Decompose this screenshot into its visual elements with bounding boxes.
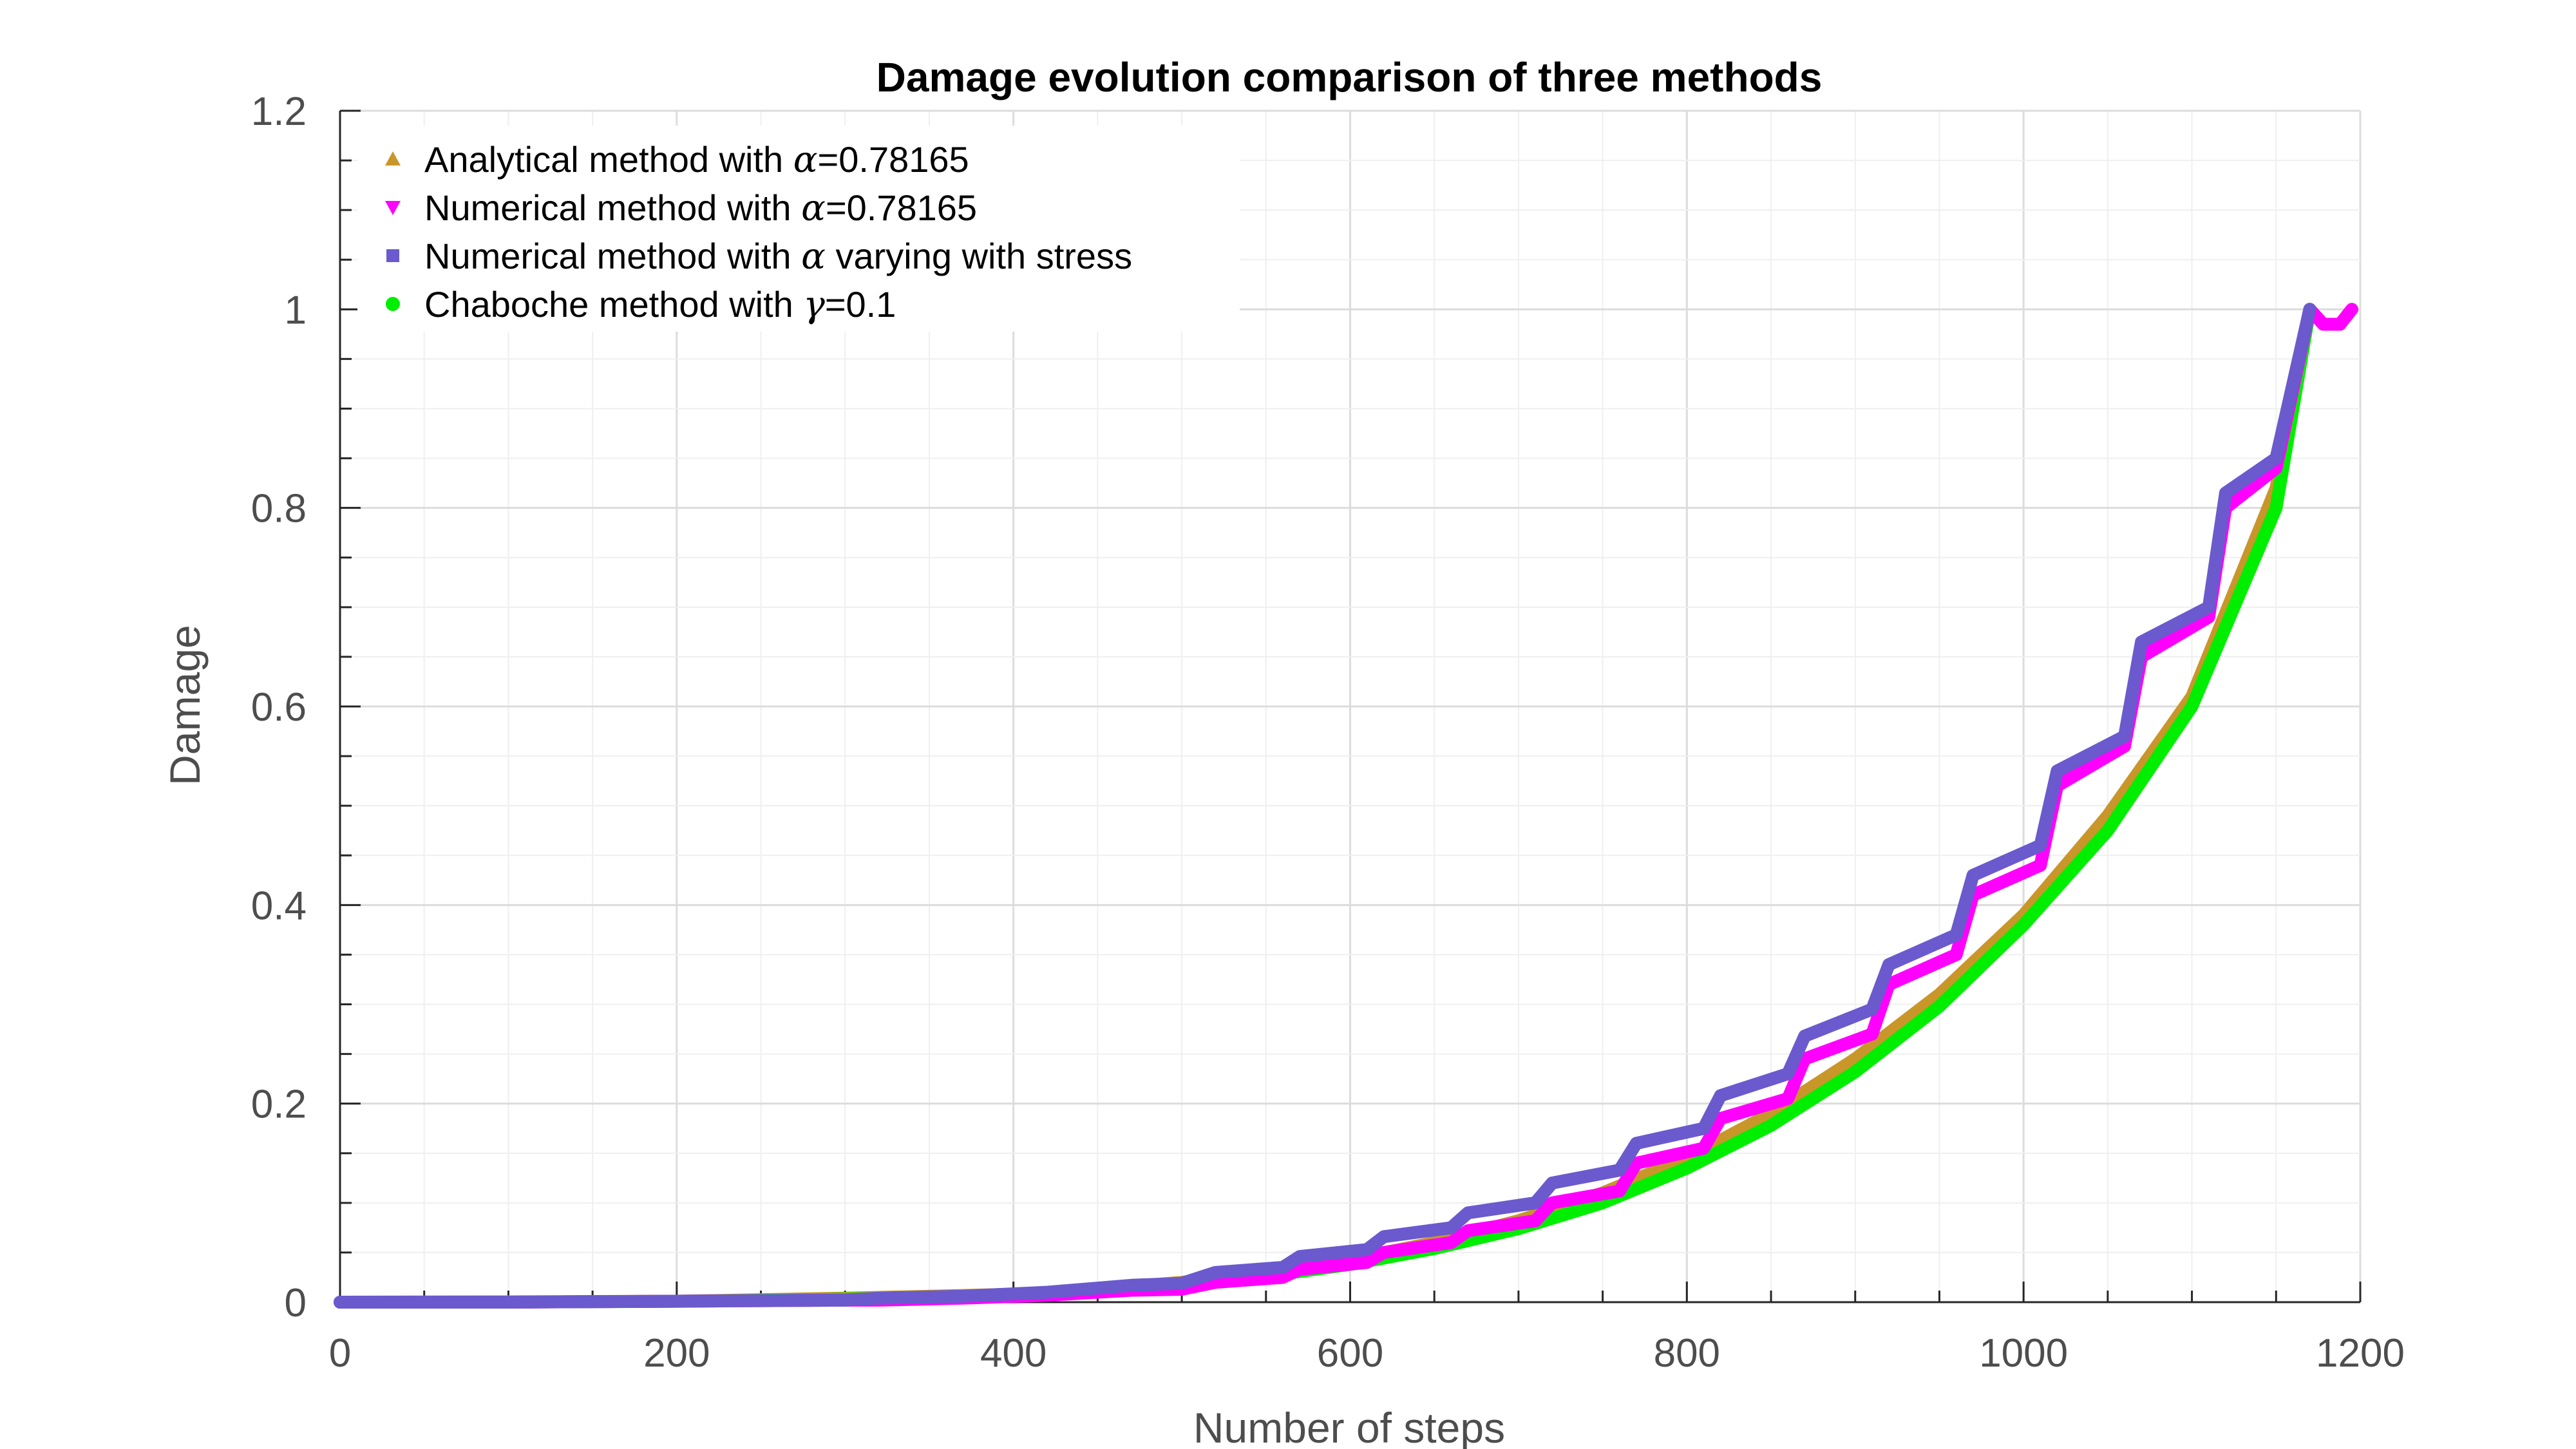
legend-text-suffix: =0.1 [825, 284, 896, 325]
legend-box [357, 126, 1240, 332]
x-tick-label: 1000 [1979, 1331, 2068, 1376]
x-tick-label: 600 [1317, 1331, 1383, 1376]
y-axis-label: Damage [161, 625, 209, 785]
legend-text-prefix: Chaboche method with [424, 284, 803, 325]
legend-entry-2: Numerical method with α varying with str… [424, 236, 1132, 278]
legend-text-prefix: Numerical method with [424, 236, 801, 276]
x-tick-label: 0 [329, 1331, 351, 1376]
legend-entry-0: Analytical method with α=0.78165 [424, 139, 969, 181]
ticks: 0 200 400 600 800 1000 1200 0 0.2 0.4 0.6 0.8 1 1.2 [251, 90, 2405, 1376]
series-line-2 [334, 303, 2316, 1309]
series-layer [334, 303, 2358, 1309]
legend-marker-circle [386, 297, 400, 311]
y-tick-label: 0.6 [251, 685, 307, 730]
y-tick-label: 1.2 [251, 90, 307, 134]
y-tick-label: 1 [285, 288, 307, 332]
legend-text-symbol: α [801, 236, 826, 278]
x-tick-label: 800 [1654, 1331, 1720, 1376]
legend-text-prefix: Analytical method with [424, 139, 793, 180]
x-axis-label: Number of steps [1193, 1404, 1505, 1449]
legend-entry-3: Chaboche method with γ=0.1 [424, 284, 896, 326]
legend: Analytical method with α=0.78165Numerica… [357, 126, 1240, 332]
legend-text-suffix: =0.78165 [818, 139, 969, 180]
legend-text-suffix: =0.78165 [826, 187, 977, 228]
legend-text-symbol: α [801, 187, 826, 229]
legend-entry-1: Numerical method with α=0.78165 [424, 187, 977, 229]
y-tick-label: 0 [285, 1281, 307, 1325]
x-tick-label: 1200 [2316, 1331, 2405, 1376]
legend-text-symbol: α [793, 139, 818, 181]
x-tick-label: 200 [643, 1331, 710, 1376]
chart-title: Damage evolution comparison of three met… [876, 54, 1823, 100]
legend-text-symbol: γ [803, 284, 825, 326]
y-tick-label: 0.4 [251, 884, 307, 928]
legend-marker-triangle-down [385, 201, 401, 215]
legend-marker-square [386, 249, 399, 262]
legend-text-prefix: Numerical method with [424, 187, 801, 228]
y-tick-label: 0.8 [251, 487, 307, 531]
y-tick-label: 0.2 [251, 1083, 307, 1127]
legend-text-suffix: varying with stress [826, 236, 1132, 276]
legend-marker-triangle-up [385, 151, 401, 166]
x-tick-label: 400 [980, 1331, 1046, 1376]
